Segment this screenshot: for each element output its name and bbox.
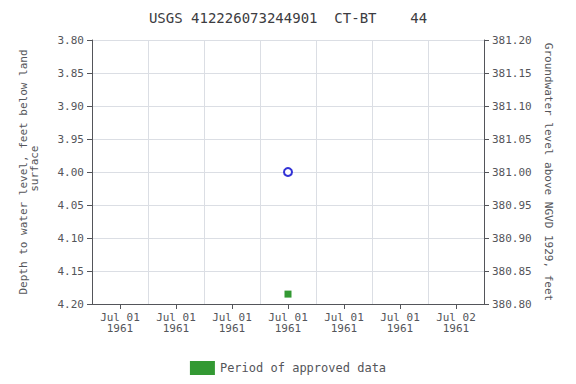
svg-text:1961: 1961 [219,322,246,335]
svg-text:380.85: 380.85 [492,265,532,278]
svg-text:1961: 1961 [331,322,358,335]
svg-text:surface: surface [28,146,41,199]
svg-text:1961: 1961 [443,322,470,335]
svg-text:381.00: 381.00 [492,166,532,179]
svg-text:381.10: 381.10 [492,100,532,113]
svg-text:3.80: 3.80 [58,34,85,47]
svg-text:Period of approved data: Period of approved data [220,361,386,375]
svg-text:Groundwater level above NGVD 1: Groundwater level above NGVD 1929, feet [542,43,555,301]
svg-text:3.90: 3.90 [58,100,85,113]
svg-text:381.20: 381.20 [492,34,532,47]
svg-text:1961: 1961 [275,322,302,335]
svg-text:Jul 01: Jul 01 [324,311,364,324]
svg-text:USGS 412226073244901 CT-BT: USGS 412226073244901 CT-BT 44 [149,10,427,26]
svg-text:381.05: 381.05 [492,133,532,146]
svg-text:3.95: 3.95 [58,133,85,146]
svg-text:380.80: 380.80 [492,298,532,311]
svg-text:4.20: 4.20 [58,298,85,311]
svg-text:Jul 01: Jul 01 [156,311,196,324]
svg-text:3.85: 3.85 [58,67,85,80]
svg-text:380.90: 380.90 [492,232,532,245]
svg-text:1961: 1961 [163,322,190,335]
svg-text:Jul 01: Jul 01 [212,311,252,324]
svg-text:4.10: 4.10 [58,232,85,245]
svg-text:Jul 01: Jul 01 [100,311,140,324]
svg-text:Jul 01: Jul 01 [380,311,420,324]
svg-text:4.05: 4.05 [58,199,85,212]
svg-text:Depth to water level, feet bel: Depth to water level, feet below land [17,49,30,295]
svg-text:380.95: 380.95 [492,199,532,212]
svg-text:4.15: 4.15 [58,265,85,278]
svg-text:4.00: 4.00 [58,166,85,179]
svg-text:381.15: 381.15 [492,67,532,80]
svg-text:Jul 02: Jul 02 [436,311,476,324]
svg-text:Jul 01: Jul 01 [268,311,308,324]
svg-text:1961: 1961 [387,322,414,335]
svg-text:1961: 1961 [107,322,134,335]
